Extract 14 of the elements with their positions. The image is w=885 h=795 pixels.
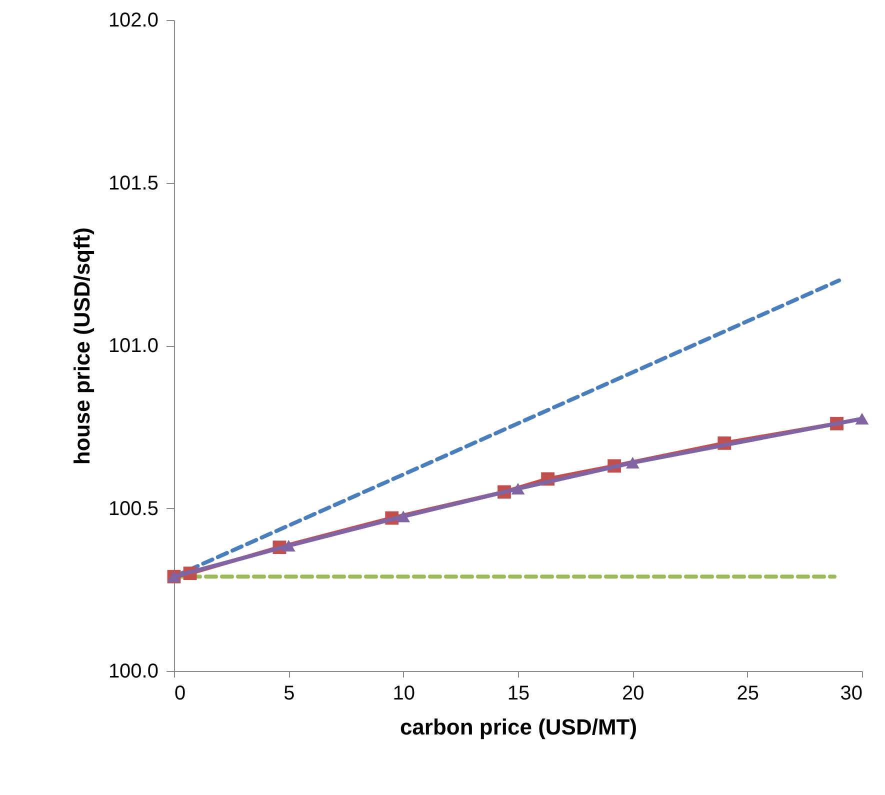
x-tick-label: 10 <box>392 682 415 704</box>
x-tick-label: 20 <box>622 682 644 704</box>
x-tick-label: 0 <box>174 682 186 704</box>
y-axis-title: house price (USD/sqft) <box>69 227 94 465</box>
x-tick-label: 15 <box>507 682 530 704</box>
y-tick-label: 102.0 <box>108 10 158 32</box>
x-tick-label: 30 <box>840 682 862 704</box>
y-tick-label: 100.0 <box>108 660 158 682</box>
x-tick-label: 25 <box>736 682 759 704</box>
y-tick-label: 100.5 <box>108 498 158 520</box>
x-axis-title: carbon price (USD/MT) <box>400 714 638 740</box>
x-tick-label: 5 <box>284 682 295 704</box>
y-tick-label: 101.0 <box>108 335 158 357</box>
y-tick-label: 101.5 <box>108 172 158 194</box>
